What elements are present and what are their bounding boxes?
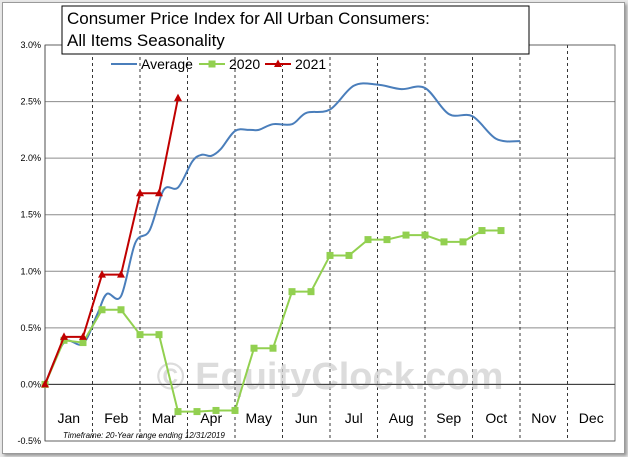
data-point [60,332,68,340]
data-point [174,408,182,416]
data-point [250,344,258,352]
x-tick-label: Oct [485,410,507,426]
legend-marker [274,59,282,67]
y-tick-label: -0.5% [17,436,41,446]
y-tick-label: 3.0% [20,40,41,50]
x-tick-label: Jul [345,410,363,426]
timeframe-text: Timeframe: 20-Year range ending 12/31/20… [63,431,225,440]
x-tick-label: Jun [295,410,318,426]
data-point [440,238,448,246]
data-point [212,406,220,414]
data-point [459,238,467,246]
series-layer [41,82,521,416]
data-point [307,288,315,296]
series-average [44,82,521,385]
legend-label: 2020 [229,56,260,72]
y-tick-label: 0.5% [20,323,41,333]
y-tick-labels: -0.5% 0.0% 0.5% 1.0% 1.5% 2.0% 2.5% 3.0% [17,40,41,446]
data-point [288,288,296,296]
x-tick-labels: Jan Feb Mar Apr May Jun Jul Aug Sep Oct Nov Dec [57,410,603,426]
data-point [60,336,68,344]
legend-item-2020: 2020 [199,56,260,72]
timeframe-note: Timeframe: 20-Year range ending 12/31/20… [63,431,225,440]
x-tick-label: Nov [531,410,556,426]
data-point [117,306,125,314]
x-tick-label: May [246,410,272,426]
series-2021 [41,93,182,388]
data-point [345,251,353,259]
data-point [478,227,486,235]
x-tick-label: Feb [104,410,128,426]
legend-item-average: Average [111,56,193,72]
series-line [44,82,521,385]
data-point [98,270,106,278]
y-tick-label: 1.0% [20,266,41,276]
data-point [117,270,125,278]
x-tick-label: Dec [579,410,604,426]
data-point [421,231,429,239]
watermark: © EquityClock.com [157,356,504,398]
y-tick-label: 0.0% [20,379,41,389]
data-point [79,339,87,347]
legend-label: 2021 [295,56,326,72]
title-line: All Items Seasonality [67,31,225,50]
legend-item-2021: 2021 [265,56,326,72]
data-point [497,227,505,235]
chart-title: Consumer Price Index for All Urban Consu… [61,5,530,55]
series-line [44,97,179,385]
data-point [155,331,163,339]
data-point [326,251,334,259]
data-point [383,236,391,244]
data-point [79,332,87,340]
data-point [155,188,163,197]
y-tick-label: 2.5% [20,97,41,107]
x-tick-label: Sep [436,410,461,426]
legend-label: Average [141,56,193,72]
data-point [98,306,106,314]
data-point [231,406,239,414]
data-point [269,344,277,352]
data-point [174,93,182,102]
y-tick-label: 1.5% [20,210,41,220]
data-point [193,408,201,416]
x-tick-label: Aug [389,410,414,426]
data-point [136,331,144,339]
legend-marker [208,60,216,68]
x-tick-label: Jan [57,410,80,426]
x-tick-label: Mar [152,410,176,426]
title-box [61,5,530,55]
x-tick-label: Apr [200,410,222,426]
data-point [136,188,144,197]
data-point [402,231,410,239]
watermark-text: © EquityClock.com [157,356,504,398]
data-point [364,236,372,244]
series-2020 [41,227,505,416]
legend: Average 2020 2021 [111,56,326,72]
chart: © EquityClock.com -0.5% 0.0% 0.5% 1.0% 1.5% 2… [17,5,616,446]
title-line: Consumer Price Index for All Urban Consu… [67,9,430,28]
data-point [41,379,49,388]
y-tick-label: 2.0% [20,153,41,163]
